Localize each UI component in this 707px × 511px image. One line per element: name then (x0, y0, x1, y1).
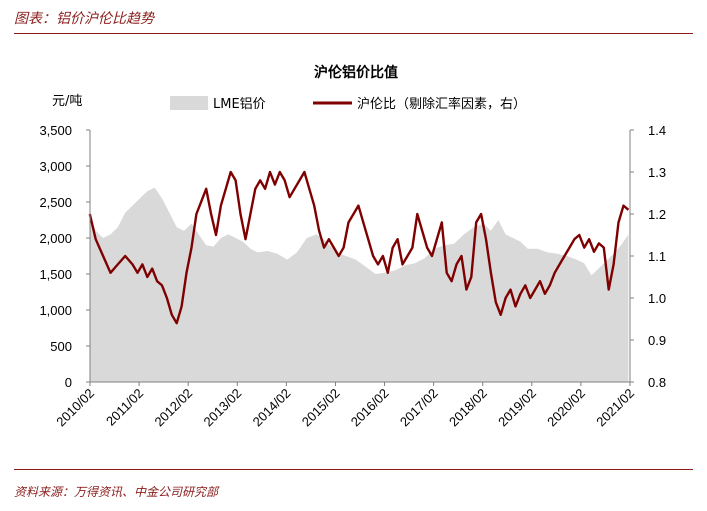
x-tick-label: 2019/02 (495, 386, 539, 430)
header-divider (14, 33, 693, 34)
x-tick-label: 2014/02 (250, 386, 294, 430)
x-tick-label: 2015/02 (299, 386, 343, 430)
y-right-tick-label: 0.9 (648, 333, 666, 348)
x-tick-label: 2012/02 (151, 386, 195, 430)
source-note: 资料来源：万得资讯、中金公司研究部 (14, 485, 219, 499)
y-left-tick-label: 2,500 (39, 195, 72, 210)
chart-svg: 沪伦铝价比值 元/吨 LME铝价 沪伦比（剔除汇率因素，右） 0 500 1,000… (39, 64, 666, 430)
y-left-tick-label: 1,000 (39, 303, 72, 318)
x-tick-label: 2011/02 (103, 386, 146, 429)
y-right-tick-label: 1.3 (648, 165, 666, 180)
y-right-tick-label: 1.4 (648, 123, 666, 138)
y-left-tick-label: 500 (50, 339, 72, 354)
y-right-tick-label: 1.1 (648, 249, 666, 264)
figure-caption: 图表：铝价沪伦比趋势 (14, 11, 154, 27)
ratio-line (88, 170, 630, 325)
legend-swatch-area (170, 96, 208, 110)
y-left-unit: 元/吨 (52, 94, 82, 109)
y-left-tick-label: 1,500 (39, 267, 72, 282)
x-tick-label: 2017/02 (397, 386, 441, 430)
y-right-tick-label: 0.8 (648, 375, 666, 390)
y-left-tick-label: 0 (65, 375, 72, 390)
x-tick-label: 2021/02 (593, 386, 637, 430)
chart-title: 沪伦铝价比值 (314, 64, 398, 81)
legend-label-area: LME铝价 (213, 97, 266, 112)
x-tick-label: 2018/02 (446, 386, 490, 430)
y-left-tick-label: 3,500 (39, 123, 72, 138)
footer-divider (14, 469, 693, 470)
y-right-tick-label: 1.0 (648, 291, 666, 306)
lme-area (89, 187, 629, 382)
x-tick-label: 2013/02 (201, 386, 245, 430)
y-right-tick-label: 1.2 (648, 207, 666, 222)
x-tick-label: 2010/02 (53, 386, 97, 430)
legend-label-line: 沪伦比（剔除汇率因素，右） (357, 96, 526, 112)
y-left-tick-label: 2,000 (39, 231, 72, 246)
x-tick-label: 2020/02 (544, 386, 588, 430)
y-left-tick-label: 3,000 (39, 159, 72, 174)
x-tick-label: 2016/02 (348, 386, 392, 430)
